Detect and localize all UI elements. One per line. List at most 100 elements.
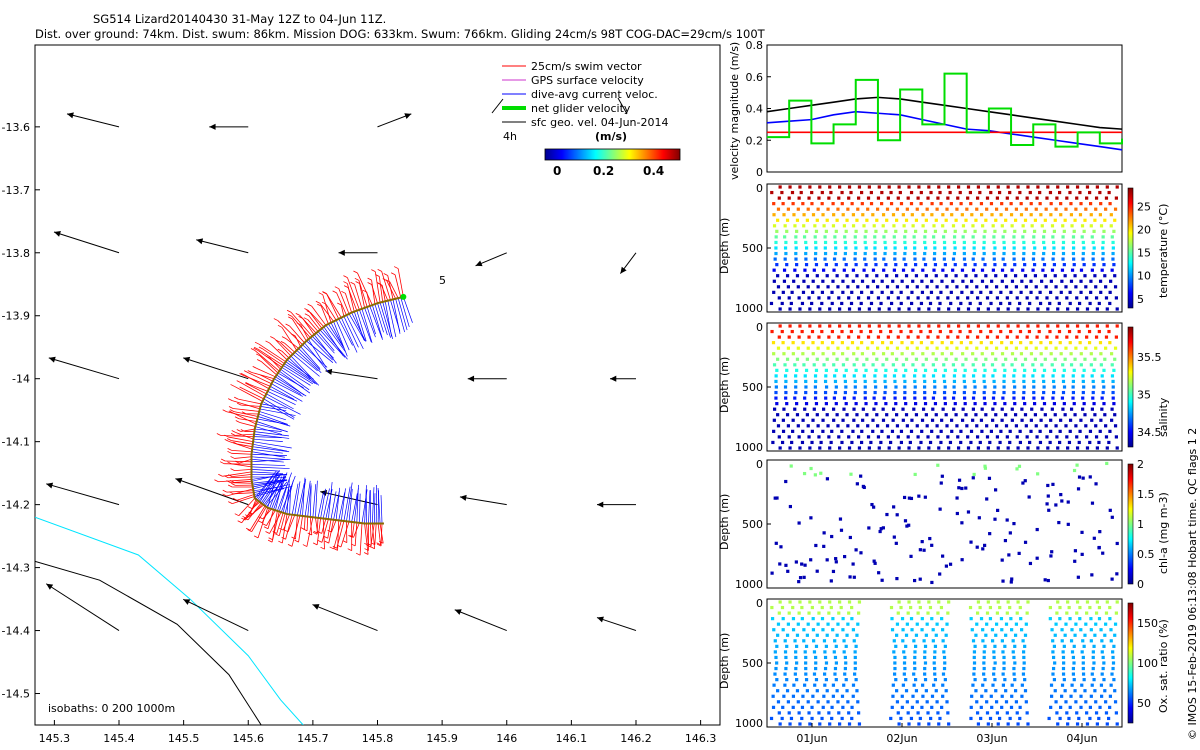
map-xtick-label: 146.3 [685,732,717,745]
section-point [904,644,908,648]
section-point [930,694,935,698]
section-point [913,472,917,477]
section-point [823,251,828,256]
section-point [985,497,989,501]
section-point [941,224,945,228]
section-point [1115,185,1119,189]
section-point [1038,202,1042,206]
section-point [934,357,938,361]
section-point [817,711,821,715]
section-point [1068,705,1072,709]
section-point [1083,689,1087,693]
swim-vector-head [268,537,273,541]
section-point [802,235,807,239]
section-point [994,488,998,492]
section-point [989,202,994,206]
section-point [860,202,864,206]
section-point [905,285,909,289]
section-point [990,705,994,709]
swim-vector-head [317,540,323,543]
section-point [1109,279,1113,283]
swim-vector [232,474,252,478]
section-point [782,407,786,411]
sfc-vector-4 [196,238,249,254]
section-point [933,390,937,395]
section-point [890,628,895,632]
section-point [1104,424,1108,428]
section-point [772,224,777,228]
section-point [1105,185,1109,189]
section-point [859,440,864,445]
section-point [933,263,938,267]
swim-vector-head [254,341,260,345]
section-point [905,346,909,350]
swim-vector [331,519,337,533]
section-point [915,207,919,211]
section-point [1101,379,1105,384]
section-point [794,246,798,250]
section-point [901,418,905,422]
section-point [909,190,914,195]
section-point [918,548,922,552]
section-point [889,440,893,445]
section-point [973,263,977,267]
section-point [1032,263,1037,267]
section-point [804,385,808,389]
section-point [1066,600,1070,604]
section-point [841,213,845,217]
section-point [908,440,912,445]
section-point [881,224,885,228]
section-point [928,440,933,445]
section-point [1115,324,1119,328]
section-point [935,700,939,704]
section-point [997,190,1002,195]
section-point [773,672,777,676]
section-point [1002,661,1006,665]
section-point [932,268,936,272]
section-point [785,644,789,648]
section-point [923,396,927,400]
section-point [795,413,800,417]
section-point [813,683,817,687]
section-point [857,196,861,200]
section-point [971,396,976,400]
section-point [1099,202,1103,206]
section-point [1016,324,1020,328]
section-point [817,296,821,300]
section-point [930,543,934,547]
section-point [857,307,862,311]
colorbar-unit: (m/s) [595,130,627,143]
dac-vector [266,393,294,410]
section-point [835,218,839,222]
section-point [1050,550,1054,554]
section-point [1071,374,1075,378]
sfc-vector-17 [596,501,636,508]
dac-vector [261,403,287,409]
dac-vector [271,383,303,402]
section-point [833,235,837,239]
section-point [842,650,846,654]
section-point [951,279,955,283]
section-point [940,352,944,356]
section-point [856,207,860,211]
section-point [972,666,976,671]
section-point [869,301,874,306]
section-point [907,600,911,604]
section-point [1010,628,1014,632]
swim-vector [374,523,377,545]
section-point [1064,207,1068,211]
section-point [1085,611,1089,615]
colorbar-tick-2: 0.4 [643,164,664,178]
section-point [822,268,826,272]
section-point [907,307,911,311]
section-point [942,251,947,256]
section-point [961,363,965,367]
section-point [814,246,818,250]
section-point [841,279,845,283]
sfc-vector-head [459,494,467,501]
section-point [1077,329,1081,334]
section-point [1003,402,1007,406]
section-point [804,368,809,372]
swim-vector-head [320,546,325,550]
swim-vector [291,318,307,342]
